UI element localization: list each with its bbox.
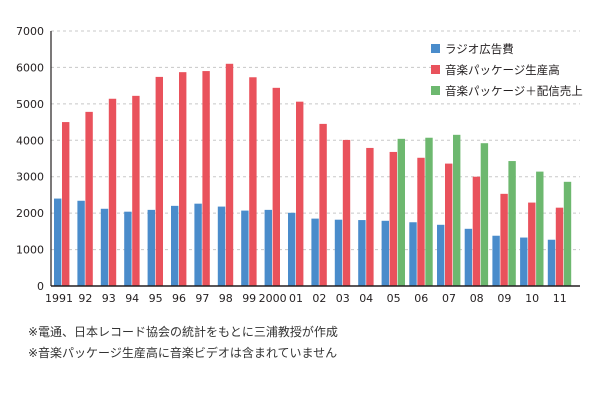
x-tick-label: 10 xyxy=(525,292,539,305)
x-tick-label: 92 xyxy=(78,292,92,305)
bar-radio xyxy=(264,209,272,286)
bar-package xyxy=(296,101,304,287)
x-tick-label: 09 xyxy=(497,292,511,305)
bar-package-digital xyxy=(453,134,461,286)
bar-package xyxy=(225,63,234,287)
x-tick-label: 11 xyxy=(553,292,567,305)
bar-package-digital xyxy=(397,138,405,286)
bars xyxy=(54,63,572,287)
bar-package xyxy=(319,123,327,287)
bar-radio xyxy=(194,203,202,286)
legend: ラジオ広告費 音楽パッケージ生産高 音楽パッケージ＋配信売上 xyxy=(431,38,587,101)
bar-package-digital xyxy=(508,161,516,286)
x-tick-label: 93 xyxy=(102,292,116,305)
bar-package xyxy=(85,111,93,286)
bar-radio xyxy=(54,198,62,286)
bar-radio xyxy=(547,239,556,286)
bar-radio xyxy=(147,209,155,286)
footnote: ※電通、日本レコード協会の統計をもとに三浦教授が作成 xyxy=(28,325,338,339)
bar-package-digital xyxy=(536,171,544,286)
x-tick-label: 04 xyxy=(359,292,373,305)
bar-radio xyxy=(492,235,500,286)
legend-label: 音楽パッケージ＋配信売上 xyxy=(445,83,583,98)
bar-radio xyxy=(464,228,473,286)
x-tick-label: 02 xyxy=(312,292,326,305)
y-tick-label: 2000 xyxy=(16,207,44,220)
bar-package xyxy=(179,72,187,287)
bar-radio xyxy=(358,220,366,286)
bar-package-digital xyxy=(480,143,489,286)
bar-radio xyxy=(100,208,109,286)
legend-swatch-red xyxy=(431,65,440,74)
y-tick-label: 6000 xyxy=(16,61,44,74)
x-tick-label: 05 xyxy=(387,292,401,305)
legend-item-music-package-digital: 音楽パッケージ＋配信売上 xyxy=(431,80,587,101)
x-tick-label: 98 xyxy=(219,292,233,305)
y-tick-label: 3000 xyxy=(16,171,44,184)
legend-swatch-blue xyxy=(431,44,440,53)
bar-package xyxy=(472,176,481,286)
bar-radio xyxy=(334,219,343,286)
bar-radio xyxy=(288,212,296,286)
x-tick-label: 97 xyxy=(195,292,209,305)
bar-package xyxy=(108,98,117,286)
y-tick-label: 0 xyxy=(37,280,44,293)
bar-package xyxy=(132,95,140,286)
bar-package xyxy=(342,139,351,286)
x-tick-label: 03 xyxy=(336,292,350,305)
x-tick-label: 95 xyxy=(149,292,163,305)
footnotes: ※電通、日本レコード協会の統計をもとに三浦教授が作成 ※音楽パッケージ生産高に音… xyxy=(28,322,338,364)
bar-package xyxy=(528,202,536,286)
bar-radio xyxy=(520,237,528,286)
x-tick-label: 08 xyxy=(470,292,484,305)
y-tick-label: 7000 xyxy=(16,25,44,38)
bar-chart: 0 1000 2000 3000 4000 5000 6000 7000 1991 92 93 94… xyxy=(16,25,580,305)
legend-item-radio: ラジオ広告費 xyxy=(431,38,587,59)
bar-package-digital xyxy=(425,137,433,286)
bar-package xyxy=(249,77,257,286)
bar-package xyxy=(272,87,280,286)
bar-package xyxy=(445,163,453,286)
bar-package xyxy=(62,122,70,286)
legend-label: ラジオ広告費 xyxy=(445,41,514,56)
bar-radio xyxy=(409,222,417,286)
y-tick-label: 1000 xyxy=(16,244,44,257)
bar-package xyxy=(555,207,564,286)
x-tick-label: 96 xyxy=(172,292,186,305)
bar-package-digital xyxy=(563,181,572,286)
bar-package xyxy=(500,193,508,286)
bar-package xyxy=(155,76,163,287)
axes xyxy=(50,31,580,287)
y-tick-label: 5000 xyxy=(16,98,44,111)
x-tick-label: 2000 xyxy=(259,292,287,305)
bar-radio xyxy=(124,211,132,286)
bar-radio xyxy=(77,200,85,286)
x-tick-label: 99 xyxy=(242,292,256,305)
x-tick-label: 07 xyxy=(442,292,456,305)
legend-label: 音楽パッケージ生産高 xyxy=(445,62,560,77)
bar-radio xyxy=(241,210,249,286)
bar-radio xyxy=(171,205,179,286)
bar-radio xyxy=(217,206,226,286)
bar-package xyxy=(389,151,397,286)
x-tick-label: 01 xyxy=(289,292,303,305)
x-tick-labels: 1991 92 93 94 95 96 97 98 99 2000 01 02 03 04 05 06 07 08… xyxy=(45,292,567,305)
bar-package xyxy=(202,71,210,286)
y-tick-labels: 0 1000 2000 3000 4000 5000 6000 7000 xyxy=(16,25,44,293)
bar-package xyxy=(366,147,374,286)
bar-package xyxy=(417,157,425,286)
legend-item-music-package: 音楽パッケージ生産高 xyxy=(431,59,587,80)
footnote: ※音楽パッケージ生産高に音楽ビデオは含まれていません xyxy=(28,346,338,360)
y-tick-label: 4000 xyxy=(16,134,44,147)
x-tick-label: 1991 xyxy=(45,292,73,305)
bar-radio xyxy=(437,224,445,286)
x-tick-label: 94 xyxy=(125,292,139,305)
legend-swatch-green xyxy=(431,86,440,95)
bar-radio xyxy=(381,220,389,286)
x-tick-label: 06 xyxy=(414,292,428,305)
bar-radio xyxy=(311,218,319,286)
